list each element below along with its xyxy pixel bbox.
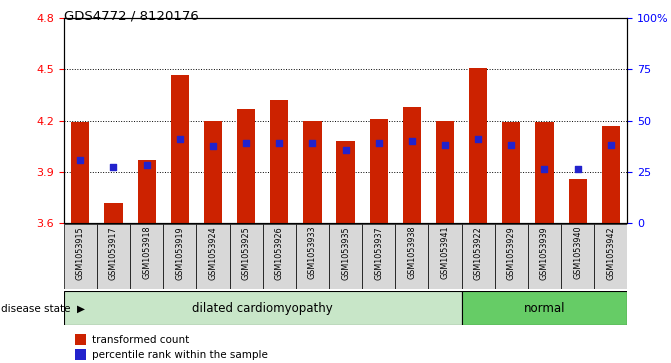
Point <box>373 140 384 146</box>
Bar <box>502 122 521 223</box>
Bar <box>462 291 627 325</box>
Bar <box>602 126 620 223</box>
Bar <box>105 203 123 223</box>
Bar <box>303 121 321 223</box>
Text: GSM1053942: GSM1053942 <box>607 226 615 280</box>
Bar <box>138 160 156 223</box>
Text: GSM1053926: GSM1053926 <box>274 226 284 280</box>
Bar <box>535 122 554 223</box>
Point <box>75 157 86 163</box>
Point <box>539 166 550 171</box>
Text: GSM1053918: GSM1053918 <box>142 226 151 280</box>
Point <box>142 162 152 168</box>
Text: percentile rank within the sample: percentile rank within the sample <box>92 350 268 360</box>
Bar <box>568 179 586 223</box>
Bar <box>170 74 189 223</box>
Text: GSM1053939: GSM1053939 <box>540 226 549 280</box>
Text: GSM1053919: GSM1053919 <box>175 226 185 280</box>
Bar <box>75 334 87 345</box>
Text: disease state  ▶: disease state ▶ <box>1 303 85 314</box>
Bar <box>75 349 87 360</box>
Bar <box>436 121 454 223</box>
Point <box>108 164 119 170</box>
Bar <box>204 121 222 223</box>
Text: GSM1053937: GSM1053937 <box>374 226 383 280</box>
Bar <box>97 224 130 289</box>
Bar <box>229 224 262 289</box>
Bar <box>163 224 197 289</box>
Bar <box>71 122 89 223</box>
Point <box>506 142 517 147</box>
Bar <box>64 291 462 325</box>
Text: GSM1053925: GSM1053925 <box>242 226 250 280</box>
Bar <box>495 224 528 289</box>
Bar <box>469 68 487 223</box>
Point <box>241 140 252 146</box>
Point <box>174 136 185 142</box>
Point <box>274 140 285 146</box>
Text: GSM1053922: GSM1053922 <box>474 226 482 280</box>
Text: GSM1053933: GSM1053933 <box>308 226 317 280</box>
Text: GSM1053924: GSM1053924 <box>209 226 217 280</box>
Bar <box>262 224 296 289</box>
Bar <box>370 119 388 223</box>
Bar <box>197 224 229 289</box>
Bar <box>395 224 429 289</box>
Text: GSM1053917: GSM1053917 <box>109 226 118 280</box>
Point <box>473 136 484 142</box>
Bar <box>595 224 627 289</box>
Text: normal: normal <box>524 302 565 315</box>
Point <box>572 166 583 171</box>
Text: GSM1053915: GSM1053915 <box>76 226 85 280</box>
Bar <box>429 224 462 289</box>
Bar <box>403 107 421 223</box>
Bar <box>270 100 289 223</box>
Bar <box>237 109 255 223</box>
Bar <box>336 141 355 223</box>
Text: GSM1053929: GSM1053929 <box>507 226 516 280</box>
Point <box>440 142 450 147</box>
Text: GSM1053941: GSM1053941 <box>441 226 450 280</box>
Bar <box>296 224 329 289</box>
Text: dilated cardiomyopathy: dilated cardiomyopathy <box>193 302 333 315</box>
Point <box>307 140 318 146</box>
Text: GSM1053935: GSM1053935 <box>341 226 350 280</box>
Bar <box>64 224 97 289</box>
Bar <box>528 224 561 289</box>
Text: GSM1053938: GSM1053938 <box>407 226 417 280</box>
Bar <box>561 224 595 289</box>
Text: transformed count: transformed count <box>92 335 189 344</box>
Point <box>407 138 417 144</box>
Text: GSM1053940: GSM1053940 <box>573 226 582 280</box>
Bar <box>329 224 362 289</box>
Text: GDS4772 / 8120176: GDS4772 / 8120176 <box>64 9 199 22</box>
Bar <box>362 224 395 289</box>
Point <box>340 147 351 153</box>
Bar <box>462 224 495 289</box>
Bar <box>130 224 163 289</box>
Point <box>605 142 616 147</box>
Point <box>207 143 218 149</box>
